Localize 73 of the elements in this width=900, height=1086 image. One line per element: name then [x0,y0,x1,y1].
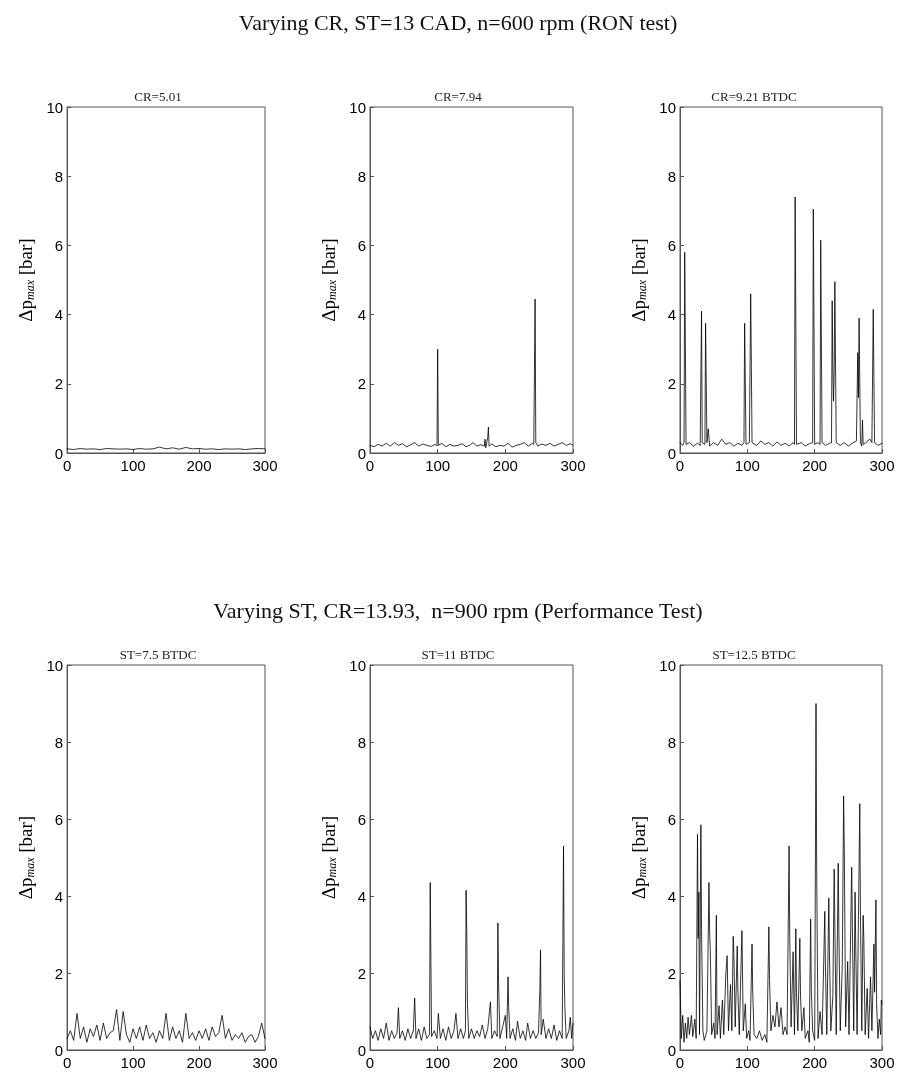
chart-title: CR=9.21 BTDC [711,89,797,104]
line-series [679,196,883,447]
y-tick-label: 0 [54,444,64,462]
y-tick-label: 0 [667,1041,676,1059]
x-tick-label: 100 [120,1054,146,1071]
y-tick-label: 8 [667,733,676,751]
chart-title: ST=7.5 BTDC [119,647,197,662]
y-tick-label: 10 [46,656,64,674]
x-tick-label: 200 [802,457,828,474]
y-tick-label: 6 [357,810,366,828]
y-tick-label: 2 [54,964,64,982]
y-tick-label: 6 [54,810,64,828]
text: Varying CR, ST=13 CAD, n=600 rpm (RON test) [238,10,678,36]
y-axis-title: Δpmax [bar] [627,238,650,322]
x-tick-label: 200 [186,457,212,474]
chart-title: ST=11 BTDC [421,647,495,662]
y-tick-label: 2 [357,964,366,982]
x-tick-label: 100 [734,1054,760,1071]
y-axis-title: Δpmax [bar] [317,815,340,900]
x-tick-label: 100 [120,457,146,474]
chart-title: CR=5.01 [134,89,182,104]
y-tick-label: 0 [357,1041,366,1059]
y-tick-label: 2 [54,375,64,393]
y-tick-label: 10 [349,98,366,116]
x-tick-label: 200 [186,1054,212,1071]
line-series [369,845,574,1041]
y-tick-label: 6 [54,236,64,254]
x-tick-label: 300 [252,457,278,474]
y-tick-label: 4 [667,306,676,324]
text: Varying ST, CR=13.93, n=900 rpm (Performance Test) [213,598,703,624]
y-tick-label: 8 [54,733,64,751]
y-tick-label: 8 [54,167,64,185]
y-tick-label: 4 [357,887,366,905]
line-series [369,298,574,449]
y-tick-label: 10 [46,98,64,116]
x-tick-label: 300 [869,457,895,474]
y-axis-title: Δpmax [bar] [15,238,37,322]
chart-title: CR=7.94 [434,89,483,104]
y-tick-label: 10 [659,98,676,116]
y-tick-label: 6 [667,810,676,828]
x-tick-label: 100 [734,457,760,474]
x-tick-label: 200 [492,1054,518,1071]
x-tick-label: 300 [252,1054,278,1071]
y-tick-label: 8 [667,167,676,185]
y-tick-label: 0 [667,444,676,462]
line-series [66,1009,266,1043]
y-tick-label: 10 [659,656,676,674]
y-tick-label: 4 [357,306,366,324]
x-tick-label: 200 [492,457,518,474]
y-axis-title: Δpmax [bar] [627,815,650,900]
x-tick-label: 300 [560,1054,586,1071]
y-tick-label: 4 [667,887,676,905]
x-tick-label: 300 [560,457,586,474]
y-tick-label: 6 [357,236,366,254]
y-tick-label: 6 [667,236,676,254]
y-tick-label: 4 [54,306,64,324]
y-tick-label: 2 [667,964,676,982]
y-tick-label: 8 [357,167,366,185]
chart-title: ST=12.5 BTDC [712,647,796,662]
y-tick-label: 0 [54,1041,64,1059]
y-tick-label: 4 [54,887,64,905]
x-tick-label: 100 [425,1054,451,1071]
y-tick-label: 0 [357,444,366,462]
y-tick-label: 8 [357,733,366,751]
y-tick-label: 2 [357,375,366,393]
x-tick-label: 100 [425,457,451,474]
y-tick-label: 2 [667,375,676,393]
y-axis-title: Δpmax [bar] [15,815,37,900]
y-axis-title: Δpmax [bar] [317,238,340,322]
y-tick-label: 10 [349,656,366,674]
x-tick-label: 200 [802,1054,828,1071]
line-series [679,703,883,1043]
x-tick-label: 300 [869,1054,895,1071]
